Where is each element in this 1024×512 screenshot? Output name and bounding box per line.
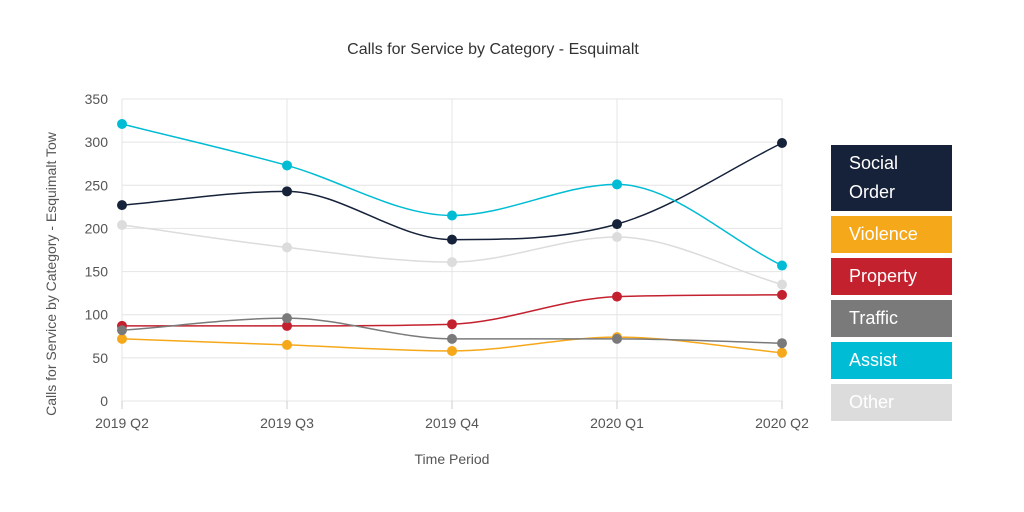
chart-title: Calls for Service by Category - Esquimal…: [347, 41, 639, 58]
data-point-assist[interactable]: [282, 160, 292, 171]
data-point-property[interactable]: [612, 291, 622, 302]
y-axis-ticks: 0 50 100 150 200 250 300 350: [85, 91, 109, 409]
y-tick-label: 0: [100, 393, 108, 409]
data-point-traffic[interactable]: [612, 333, 622, 344]
data-point-assist[interactable]: [612, 179, 622, 190]
legend-item-violence[interactable]: Violence: [831, 216, 952, 253]
data-point-violence[interactable]: [117, 333, 127, 344]
data-point-traffic[interactable]: [777, 338, 787, 349]
series-points: [117, 119, 787, 358]
data-point-traffic[interactable]: [447, 333, 457, 344]
y-tick-label: 300: [85, 134, 109, 150]
data-point-other[interactable]: [117, 219, 127, 230]
data-point-property[interactable]: [282, 320, 292, 331]
data-point-other[interactable]: [777, 279, 787, 290]
y-tick-label: 350: [85, 91, 109, 107]
data-point-assist[interactable]: [117, 119, 127, 130]
x-tick-label: 2020 Q1: [590, 415, 644, 431]
data-point-social-order[interactable]: [117, 200, 127, 211]
data-point-violence[interactable]: [777, 347, 787, 358]
data-point-property[interactable]: [777, 289, 787, 300]
x-tick-label: 2019 Q4: [425, 415, 479, 431]
y-axis-title: Calls for Service by Category - Esquimal…: [43, 131, 59, 416]
y-tick-label: 50: [92, 350, 108, 366]
data-point-traffic[interactable]: [282, 313, 292, 324]
data-point-other[interactable]: [612, 232, 622, 243]
data-point-violence[interactable]: [447, 345, 457, 356]
y-tick-label: 150: [85, 264, 109, 280]
y-tick-label: 250: [85, 177, 109, 193]
data-point-other[interactable]: [282, 242, 292, 253]
data-point-assist[interactable]: [777, 260, 787, 271]
data-point-social-order[interactable]: [612, 219, 622, 230]
data-point-social-order[interactable]: [777, 138, 787, 149]
legend-item-assist[interactable]: Assist: [831, 342, 952, 379]
y-tick-label: 200: [85, 220, 109, 236]
x-tick-label: 2019 Q2: [95, 415, 149, 431]
data-point-property[interactable]: [447, 319, 457, 330]
x-axis-title: Time Period: [415, 451, 490, 467]
legend-item-traffic[interactable]: Traffic: [831, 300, 952, 337]
data-point-other[interactable]: [447, 257, 457, 268]
y-tick-label: 100: [85, 307, 109, 323]
legend-item-property[interactable]: Property: [831, 258, 952, 295]
legend-item-other[interactable]: Other: [831, 384, 952, 421]
legend-item-social-order[interactable]: Social Order: [831, 145, 952, 211]
data-point-social-order[interactable]: [282, 186, 292, 197]
data-point-traffic[interactable]: [117, 325, 127, 336]
data-point-assist[interactable]: [447, 210, 457, 221]
x-tick-label: 2019 Q3: [260, 415, 314, 431]
x-axis-ticks: 2019 Q2 2019 Q3 2019 Q4 2020 Q1 2020 Q2: [95, 401, 809, 431]
x-tick-label: 2020 Q2: [755, 415, 809, 431]
chart-legend: Social Order Violence Property Traffic Assis…: [831, 145, 952, 426]
data-point-violence[interactable]: [282, 339, 292, 350]
data-point-social-order[interactable]: [447, 234, 457, 245]
